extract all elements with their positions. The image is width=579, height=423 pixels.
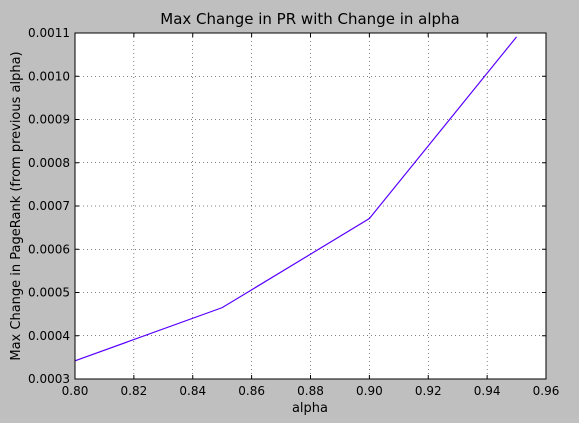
y-tick-label: 0.0007 [28, 199, 70, 213]
y-tick-label: 0.0005 [28, 286, 70, 300]
x-tick-label: 0.84 [179, 384, 206, 398]
y-tick-label: 0.0004 [28, 329, 70, 343]
x-tick-label: 0.96 [533, 384, 560, 398]
y-tick-label: 0.0008 [28, 156, 70, 170]
y-tick-label: 0.0010 [28, 69, 70, 83]
grid [75, 33, 546, 379]
plot-frame [74, 32, 547, 380]
chart-title: Max Change in PR with Change in alpha [160, 10, 459, 28]
x-tick-label: 0.92 [415, 384, 442, 398]
x-tick-label: 0.86 [238, 384, 265, 398]
y-axis-label: Max Change in PageRank (from previous al… [9, 51, 24, 360]
y-tick-label: 0.0003 [28, 372, 70, 386]
x-tick-labels: 0.80 0.82 0.84 0.86 0.88 0.90 0.92 0.94 0.96 [62, 384, 560, 398]
y-tick-label: 0.0009 [28, 113, 70, 127]
x-tick-label: 0.80 [62, 384, 89, 398]
x-axis-label: alpha [292, 401, 328, 416]
x-tick-label: 0.88 [297, 384, 324, 398]
x-tick-label: 0.94 [474, 384, 501, 398]
x-tick-label: 0.90 [356, 384, 383, 398]
y-tick-label: 0.0006 [28, 242, 70, 256]
y-tick-label: 0.0011 [28, 26, 70, 40]
x-tick-label: 0.82 [121, 384, 148, 398]
series-line [74, 36, 518, 362]
y-tick-labels: 0.0003 0.0004 0.0005 0.0006 0.0007 0.0008 0.00… [28, 26, 70, 386]
series-group [74, 36, 518, 362]
